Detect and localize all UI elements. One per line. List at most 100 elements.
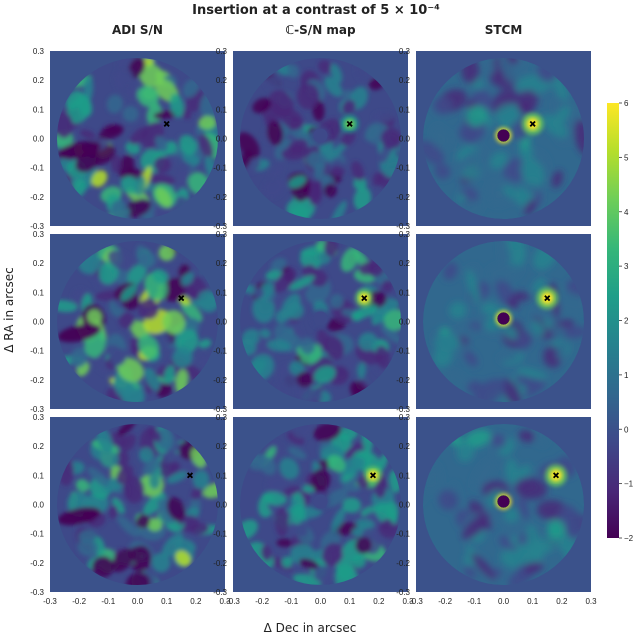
y-tick-label: 0.1 bbox=[216, 105, 228, 114]
y-tick-label: 0.2 bbox=[33, 442, 45, 451]
y-tick-label: -0.3 bbox=[213, 405, 227, 414]
column-title-2: STCM bbox=[485, 23, 523, 37]
colorbar-tick-label: 1 bbox=[624, 371, 629, 380]
y-tick-label: -0.2 bbox=[30, 376, 44, 385]
colorbar-gradient bbox=[607, 103, 619, 538]
detection-map bbox=[57, 58, 218, 219]
y-tick-label: -0.2 bbox=[396, 559, 410, 568]
y-tick-label: 0.1 bbox=[33, 288, 45, 297]
y-tick-label: -0.2 bbox=[213, 559, 227, 568]
y-tick-label: 0.2 bbox=[216, 442, 228, 451]
injection-marker bbox=[369, 472, 377, 479]
y-tick-label: -0.1 bbox=[396, 164, 410, 173]
x-tick-label: -0.3 bbox=[43, 597, 57, 606]
y-tick-label: 0.2 bbox=[399, 442, 411, 451]
x-tick-label: 0.0 bbox=[315, 597, 327, 606]
column-title-0: ADI S/N bbox=[112, 23, 163, 37]
detection-map bbox=[57, 241, 218, 402]
x-tick-label: -0.1 bbox=[101, 597, 115, 606]
x-tick-label: -0.2 bbox=[438, 597, 452, 606]
y-tick-label: 0.3 bbox=[33, 413, 45, 422]
y-tick-label: -0.3 bbox=[30, 405, 44, 414]
y-tick-label: 0.1 bbox=[216, 288, 228, 297]
y-tick-label: 0.1 bbox=[216, 471, 228, 480]
colorbar-tick-label: 3 bbox=[624, 262, 629, 271]
y-tick-label: -0.1 bbox=[396, 530, 410, 539]
x-tick-label: 0.2 bbox=[556, 597, 568, 606]
x-tick-label: 0.3 bbox=[402, 597, 414, 606]
y-tick-label: 0.1 bbox=[33, 105, 45, 114]
y-tick-label: -0.1 bbox=[30, 164, 44, 173]
x-tick-label: -0.2 bbox=[72, 597, 86, 606]
x-tick-label: 0.1 bbox=[344, 597, 356, 606]
inner-mask bbox=[497, 495, 510, 508]
x-tick-label: 0.3 bbox=[585, 597, 597, 606]
detection-map bbox=[240, 424, 401, 585]
y-tick-label: -0.2 bbox=[396, 376, 410, 385]
x-axis-label: Δ Dec in arcsec bbox=[264, 621, 357, 635]
inner-mask bbox=[497, 129, 510, 142]
y-tick-label: -0.3 bbox=[396, 222, 410, 231]
detection-map bbox=[423, 58, 584, 219]
colorbar-tick-label: −1 bbox=[624, 480, 634, 489]
y-tick-label: 0.0 bbox=[399, 501, 411, 510]
y-tick-label: -0.3 bbox=[30, 222, 44, 231]
y-tick-label: -0.2 bbox=[30, 193, 44, 202]
y-tick-label: 0.3 bbox=[216, 47, 228, 56]
colorbar-tick-label: −2 bbox=[624, 534, 634, 543]
y-tick-label: -0.1 bbox=[30, 530, 44, 539]
y-tick-label: 0.3 bbox=[33, 230, 45, 239]
colorbar: 6 5 4 3 2 1 0 −1 −2 bbox=[607, 99, 634, 543]
x-tick-label: -0.3 bbox=[409, 597, 423, 606]
colorbar-tick-label: 6 bbox=[624, 99, 629, 108]
x-tick-label: -0.1 bbox=[284, 597, 298, 606]
figure-title: Insertion at a contrast of 5 × 10⁻⁴ bbox=[192, 3, 440, 18]
colorbar-tick-label: 0 bbox=[624, 425, 629, 434]
y-tick-label: 0.1 bbox=[399, 288, 411, 297]
panel-1-2: 0.3 0.2 0.1 0.0 -0.1 -0.2 -0.3 bbox=[396, 230, 591, 414]
detection-map bbox=[423, 241, 584, 402]
y-tick-label: -0.2 bbox=[396, 193, 410, 202]
inner-mask bbox=[313, 128, 328, 143]
y-tick-label: 0.2 bbox=[33, 259, 45, 268]
x-tick-label: 0.1 bbox=[161, 597, 173, 606]
injection-marker bbox=[163, 120, 170, 127]
colorbar-tick-label: 2 bbox=[624, 317, 629, 326]
panel-0-1: 0.3 0.2 0.1 0.0 -0.1 -0.2 -0.3 bbox=[213, 47, 408, 231]
inner-mask bbox=[313, 494, 328, 509]
x-tick-label: -0.1 bbox=[467, 597, 481, 606]
y-tick-label: 0.2 bbox=[399, 76, 411, 85]
column-title-1: ℂ-S/N map bbox=[285, 23, 356, 37]
y-tick-label: 0.2 bbox=[216, 76, 228, 85]
panel-0-0: 0.3 0.2 0.1 0.0 -0.1 -0.2 -0.3 bbox=[30, 47, 225, 231]
colorbar-tick-label: 4 bbox=[624, 208, 629, 217]
detection-map bbox=[240, 58, 401, 219]
y-tick-label: -0.1 bbox=[396, 347, 410, 356]
injection-marker bbox=[186, 472, 194, 479]
y-tick-label: 0.2 bbox=[399, 259, 411, 268]
y-tick-label: 0.0 bbox=[33, 135, 45, 144]
panel-0-2: 0.3 0.2 0.1 0.0 -0.1 -0.2 -0.3 bbox=[396, 47, 591, 231]
panel-2-0: 0.30.20.10.0-0.1-0.2-0.3-0.3 -0.2 -0.1 0.0 0… bbox=[30, 413, 231, 606]
y-tick-label: 0.3 bbox=[399, 413, 411, 422]
y-tick-label: -0.2 bbox=[30, 559, 44, 568]
y-tick-label: 0.1 bbox=[399, 105, 411, 114]
y-axis-label: Δ RA in arcsec bbox=[2, 267, 16, 353]
detection-map bbox=[240, 241, 401, 402]
x-tick-label: 0.2 bbox=[190, 597, 202, 606]
y-tick-label: 0.2 bbox=[216, 259, 228, 268]
x-tick-label: 0.1 bbox=[527, 597, 539, 606]
y-tick-label: 0.0 bbox=[216, 135, 228, 144]
panel-2-1: 0.30.20.10.0-0.1-0.2-0.3-0.3 -0.2 -0.1 0.0 0… bbox=[213, 413, 414, 606]
y-tick-label: -0.3 bbox=[30, 588, 44, 597]
x-tick-label: 0.3 bbox=[219, 597, 231, 606]
panel-2-2: 0.3 0.2 0.1 0.0 -0.1 -0.2 -0.3-0.3 -0.2 -0.1 0.0 0… bbox=[396, 413, 597, 606]
injection-marker bbox=[544, 295, 551, 302]
y-tick-label: -0.1 bbox=[213, 347, 227, 356]
x-tick-label: 0.0 bbox=[498, 597, 510, 606]
y-tick-label: -0.1 bbox=[213, 530, 227, 539]
y-tick-label: -0.1 bbox=[30, 347, 44, 356]
y-tick-label: 0.2 bbox=[33, 76, 45, 85]
x-tick-label: -0.3 bbox=[226, 597, 240, 606]
